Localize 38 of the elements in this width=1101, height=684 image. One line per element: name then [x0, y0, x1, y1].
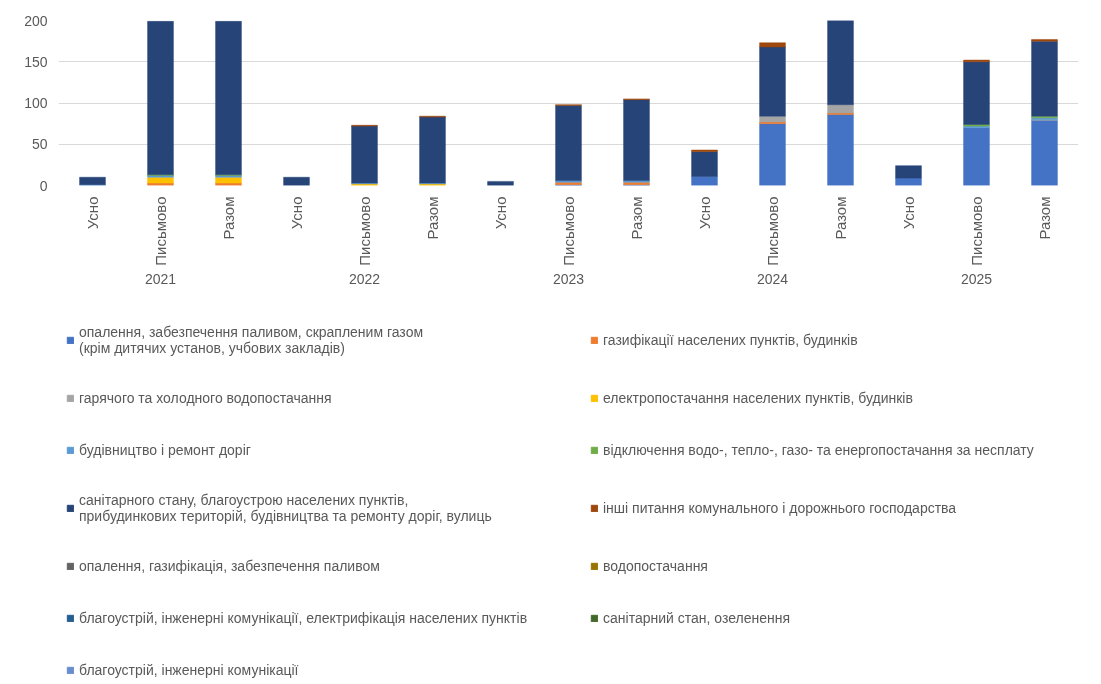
legend-label: санітарного стану, благоустрою населених пунктів, прибудинкових територій, будівництва та ремонту доріг, вулиць — [79, 492, 493, 524]
legend-label: водопостачання — [603, 557, 709, 576]
legend-label: опалення, газифікація, забезпечення паливом — [79, 557, 381, 576]
category-label: Разом — [220, 196, 237, 240]
category-label: Письмово — [968, 196, 985, 266]
legend-label: опалення, забезпечення паливом, скрапленим газом (крім дитячих установ, учбових закладів) — [79, 324, 425, 356]
legend-label: інші питання комунального і дорожнього господарства — [603, 499, 958, 518]
category-label: 2024 — [756, 270, 789, 287]
category-label: 2023 — [552, 270, 585, 287]
category-label: Усно — [288, 196, 305, 230]
category-label: Письмово — [152, 196, 169, 266]
category-label: Усно — [696, 196, 713, 230]
category-label: Письмово — [764, 196, 781, 266]
category-label: 2025 — [960, 270, 993, 287]
legend-label: благоустрій, інженерні комунікації, електрифікація населених пунктів — [79, 609, 529, 628]
category-label: Усно — [900, 196, 917, 230]
legend-label: газифікації населених пунктів, будинків — [603, 331, 859, 350]
category-label: Письмово — [560, 196, 577, 266]
legend-label: благоустрій, інженерні комунікації — [79, 661, 300, 680]
legend-label: санітарний стан, озеленення — [603, 609, 791, 628]
y-tick-label: 0 — [39, 177, 48, 194]
y-tick-label: 200 — [24, 12, 48, 29]
y-tick-label: 100 — [24, 95, 48, 111]
category-label: Разом — [628, 196, 645, 240]
y-tick-label: 150 — [24, 53, 48, 70]
category-label: Усно — [492, 196, 509, 230]
category-label: 2022 — [348, 270, 381, 287]
category-label: Письмово — [356, 196, 373, 266]
category-label: Разом — [832, 196, 849, 240]
legend-label: гарячого та холодного водопостачання — [79, 389, 333, 408]
legend-label: відключення водо-, тепло-, газо- та енергопостачання за несплату — [603, 441, 1035, 460]
y-tick-label: 50 — [31, 136, 48, 153]
category-label: 2021 — [144, 270, 177, 287]
legend-label: електропостачання населених пунктів, будинків — [603, 389, 914, 408]
category-label: Разом — [1036, 196, 1053, 240]
legend-label: будівництво і ремонт доріг — [79, 441, 252, 460]
category-label: Разом — [424, 196, 441, 240]
category-label: Усно — [84, 196, 101, 230]
